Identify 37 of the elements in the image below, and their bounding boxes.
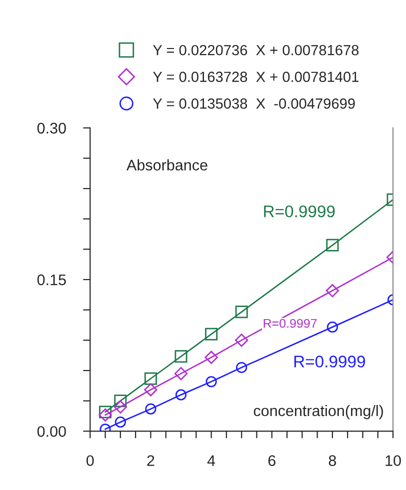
point [144, 383, 158, 396]
annotation: R=0.9999 [264, 205, 335, 218]
point [114, 416, 126, 428]
x-tick-label: 0 [86, 455, 94, 466]
point [234, 334, 248, 347]
point [114, 394, 127, 408]
y-axis-title: Absorbance [126, 159, 208, 171]
point [145, 403, 156, 415]
point [174, 350, 188, 363]
point [326, 322, 338, 333]
x-tick-label: 6 [268, 455, 276, 466]
legend-label: Y = 0.0135038 X -0.00479699 [152, 98, 355, 109]
point [144, 372, 157, 385]
point [236, 362, 248, 374]
x-tick-label: 10 [386, 455, 401, 466]
legend-label: Y = 0.0163728 X + 0.00781401 [152, 72, 358, 82]
x-tick-label: 2 [147, 455, 154, 466]
point [114, 400, 128, 414]
legend-label: Y = 0.0220736 X + 0.00781678 [152, 44, 359, 56]
y-tick-label: 0.15 [37, 274, 66, 286]
point [98, 408, 112, 422]
y-tick-label: 0.30 [37, 122, 66, 134]
y-tick-label: 0.00 [37, 426, 66, 437]
point [205, 328, 218, 340]
x-tick-label: 4 [207, 455, 216, 466]
x-tick-label: 8 [328, 455, 336, 466]
point [326, 284, 340, 298]
annotation: R=0.9999 [294, 356, 365, 368]
point [174, 366, 188, 380]
x-axis-title: concentration(mg/l) [254, 404, 383, 420]
point [326, 238, 339, 252]
point [99, 406, 112, 418]
point [206, 376, 217, 388]
point [235, 306, 248, 318]
annotation: R=0.9997 [264, 318, 317, 328]
point [204, 350, 218, 364]
point [175, 389, 187, 400]
